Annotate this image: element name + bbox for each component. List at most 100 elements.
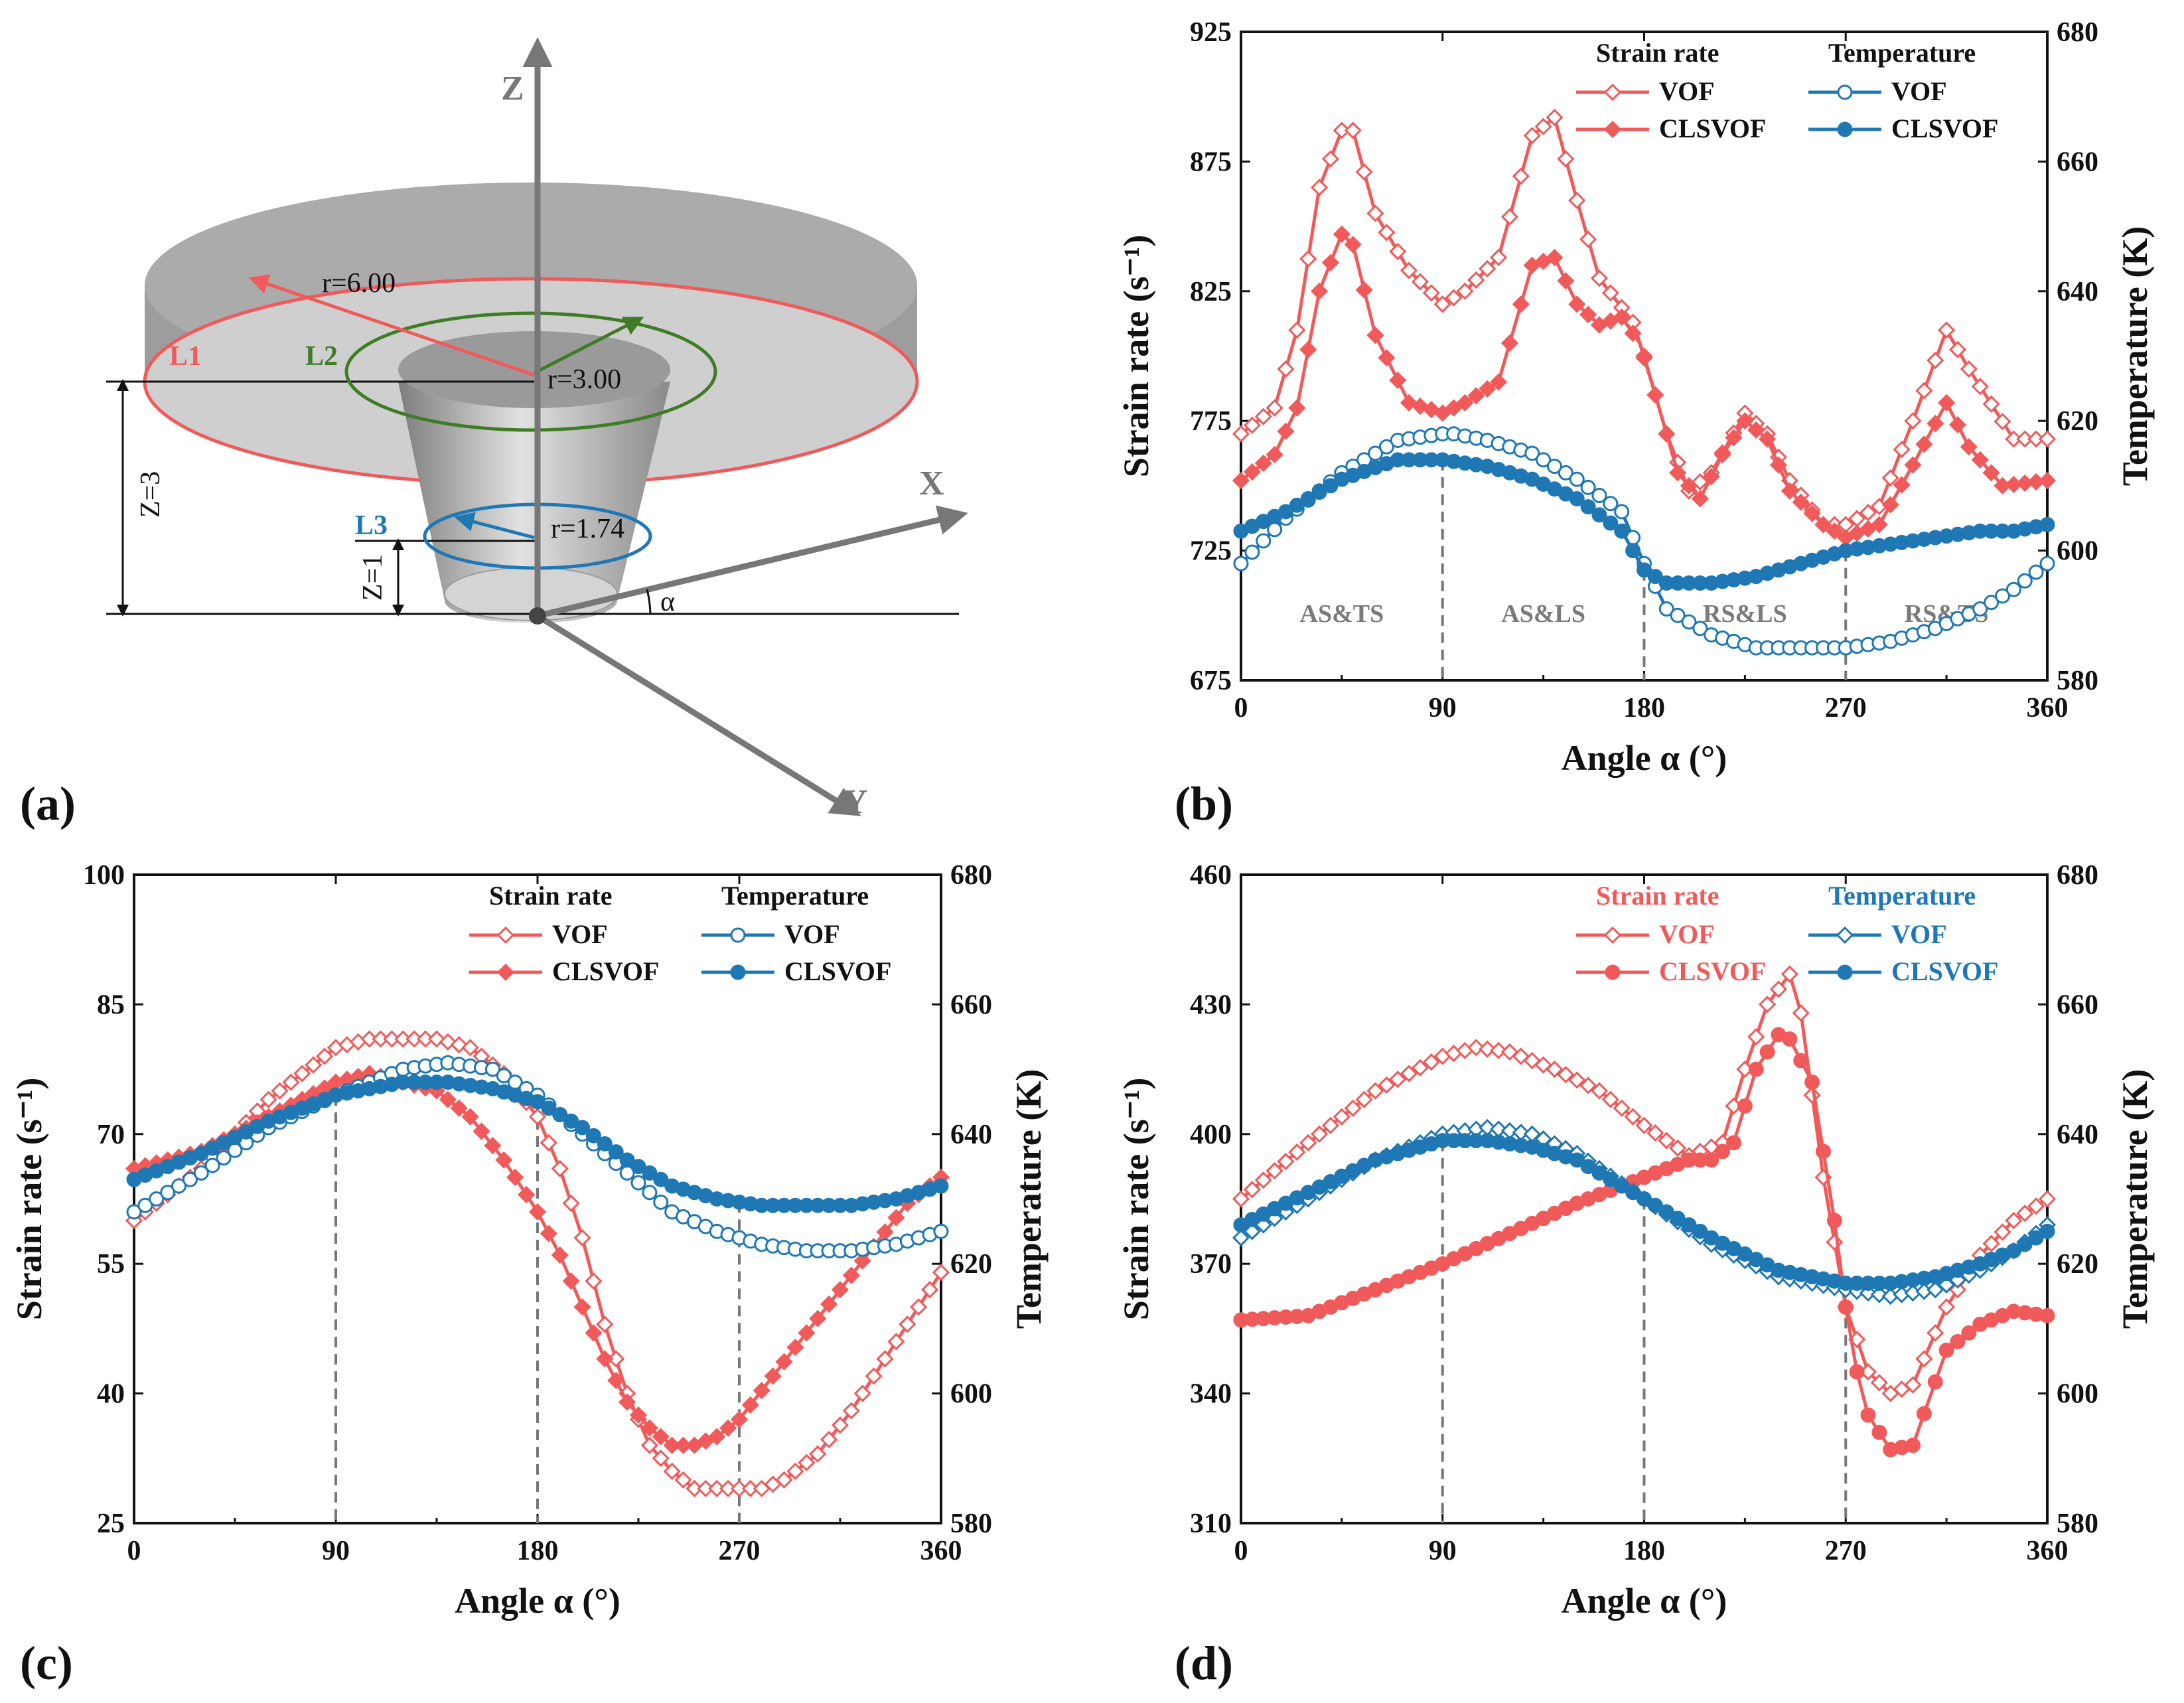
data-point: [630, 1175, 646, 1191]
data-point: [496, 1068, 512, 1084]
data-point: [1546, 1060, 1564, 1078]
label-l1: L1: [169, 341, 202, 372]
data-point: [899, 1315, 916, 1333]
data-point: [910, 1298, 928, 1316]
data-point: [786, 1338, 804, 1357]
data-point: [1569, 1152, 1585, 1168]
data-point: [1333, 225, 1351, 243]
data-point: [1982, 395, 2000, 413]
y-tick-label: 70: [97, 1120, 125, 1150]
data-point: [1737, 1098, 1753, 1114]
data-point: [1726, 1135, 1741, 1151]
data-point: [1658, 1204, 1674, 1220]
data-point: [775, 1353, 793, 1370]
data-point: [640, 1419, 659, 1437]
y-tick-label: 400: [1190, 1120, 1232, 1150]
data-point: [1311, 1125, 1329, 1143]
data-point: [764, 1367, 782, 1385]
data-point: [933, 1178, 949, 1194]
data-point: [1422, 284, 1441, 302]
data-point: [597, 1136, 613, 1151]
data-point: [540, 1134, 558, 1151]
legend-marker: [1605, 964, 1621, 980]
data-point: [1759, 1044, 1775, 1060]
data-point: [517, 1185, 536, 1204]
data-point: [1557, 272, 1575, 290]
data-point: [1736, 412, 1754, 430]
y2-tick-label: 660: [2057, 147, 2098, 177]
data-point: [1948, 340, 1967, 358]
data-point: [1378, 439, 1394, 455]
legend-label: VOF: [1891, 76, 1947, 106]
data-point: [585, 1272, 603, 1290]
data-point: [1366, 204, 1384, 222]
chart-b: 0 90 180 270 360 675 725 775 825 875 925 580 600 620 6…: [1116, 17, 2155, 778]
data-point: [1725, 429, 1743, 447]
data-point: [216, 1150, 232, 1166]
data-point: [619, 1152, 635, 1168]
data-point: [2005, 581, 2021, 597]
y-tick-label: 875: [1190, 147, 1232, 177]
y2-tick-label: 680: [2057, 17, 2098, 48]
y2-tick-label: 660: [950, 990, 992, 1020]
region-label: AS&TS: [1300, 600, 1384, 628]
data-point: [1938, 321, 1956, 339]
data-point: [528, 1108, 547, 1126]
data-point: [1288, 321, 1306, 339]
legend-label: CLSVOF: [1891, 956, 1998, 986]
data-point: [439, 1033, 457, 1051]
data-point: [798, 1453, 816, 1471]
data-point: [1467, 387, 1485, 405]
data-point: [1759, 996, 1777, 1013]
y2-tick-label: 680: [950, 860, 992, 891]
data-point: [1523, 127, 1541, 145]
data-point: [1759, 430, 1777, 448]
data-point: [551, 1159, 569, 1178]
data-point: [653, 1171, 669, 1187]
data-point: [1982, 1234, 2000, 1252]
data-point: [642, 1185, 658, 1201]
data-point: [1378, 348, 1396, 367]
data-point: [1277, 1152, 1295, 1171]
data-point: [2039, 555, 2055, 571]
data-point: [1490, 373, 1508, 391]
y2-tick-label: 600: [2057, 536, 2098, 567]
legend-header-strain: Strain rate: [489, 881, 613, 911]
data-point: [506, 1168, 524, 1187]
data-point: [1534, 1056, 1552, 1074]
legend-label: VOF: [1659, 76, 1715, 106]
data-point: [1579, 305, 1597, 324]
data-point: [1715, 1144, 1731, 1159]
data-point: [708, 1479, 726, 1498]
data-point: [1838, 1299, 1854, 1315]
data-point: [1299, 340, 1317, 358]
data-point: [842, 1266, 861, 1284]
data-point: [1479, 1040, 1496, 1058]
data-point: [1490, 248, 1508, 267]
data-point: [1278, 504, 1293, 520]
data-point: [1321, 1116, 1340, 1134]
data-point: [585, 1128, 601, 1144]
data-point: [1546, 108, 1564, 127]
x-tick-label: 180: [1623, 1536, 1665, 1566]
data-point: [1591, 1165, 1607, 1181]
legend-label: CLSVOF: [784, 956, 891, 986]
data-point: [1713, 445, 1731, 464]
legend-marker: [1603, 83, 1622, 102]
data-point: [2028, 564, 2044, 580]
data-point: [653, 1194, 669, 1210]
data-point: [2005, 1211, 2023, 1230]
data-point: [372, 1030, 390, 1048]
legend-marker: [496, 963, 515, 982]
data-point: [1288, 399, 1306, 417]
data-point: [1366, 1082, 1384, 1100]
axis-x-label: X: [919, 465, 944, 502]
data-point: [405, 1030, 423, 1048]
data-point: [1288, 1143, 1306, 1161]
y-tick-label: 310: [1190, 1509, 1232, 1539]
data-point: [2017, 573, 2033, 589]
data-point: [394, 1030, 412, 1048]
legend-label: CLSVOF: [1659, 113, 1766, 143]
y-tick-label: 430: [1190, 990, 1232, 1020]
legend-header-strain: Strain rate: [1596, 38, 1719, 68]
